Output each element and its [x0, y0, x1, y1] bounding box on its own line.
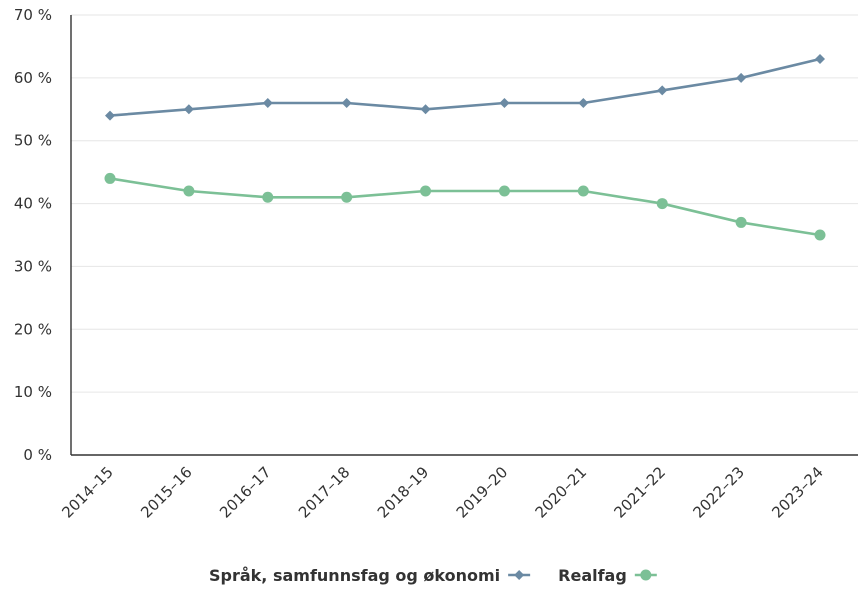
data-point [341, 191, 353, 203]
data-point [420, 185, 432, 197]
series-line [109, 57, 821, 117]
legend-label: Realfag [558, 566, 627, 585]
data-point [578, 98, 589, 108]
grid-layer [71, 14, 858, 393]
y-tick-label: 60 % [14, 69, 52, 87]
data-point [183, 185, 195, 197]
x-tick-label: 2020–21 [532, 463, 591, 522]
data-point [577, 185, 589, 197]
legend-item-2[interactable]: Realfag [558, 566, 657, 585]
legend-item-1[interactable]: Språk, samfunnsfag og økonomi [209, 566, 531, 585]
data-point [341, 98, 352, 108]
data-point [815, 54, 825, 64]
legend-symbol-marker [514, 570, 525, 580]
x-tick-label: 2015–16 [137, 463, 196, 522]
legend-symbol-marker [640, 569, 652, 581]
x-axis-ticks: 2014–15 2015–16 2016–17 2017–18 2018–19 2019–… [58, 463, 827, 522]
data-point [814, 229, 826, 241]
y-tick-label: 40 % [14, 195, 52, 213]
data-point [183, 104, 194, 115]
x-tick-label: 2016–17 [216, 463, 275, 522]
data-point [104, 172, 116, 184]
series-line [109, 177, 821, 237]
data-point [736, 72, 747, 83]
x-tick-label: 2017–18 [295, 463, 354, 522]
data-point [498, 185, 510, 197]
series-layer [104, 54, 826, 241]
data-point [499, 98, 510, 108]
legend-label: Språk, samfunnsfag og økonomi [209, 566, 500, 585]
x-tick-label: 2019–20 [453, 463, 512, 522]
data-point [262, 98, 273, 108]
x-tick-label: 2014–15 [58, 463, 117, 522]
series-1 [105, 54, 825, 121]
data-point [735, 216, 747, 228]
x-tick-label: 2022–23 [689, 463, 748, 522]
data-point [262, 191, 274, 203]
legend: Språk, samfunnsfag og økonomi Realfag [209, 566, 657, 585]
y-tick-label: 50 % [14, 132, 52, 150]
data-point [420, 104, 431, 115]
series-2 [104, 172, 826, 241]
x-tick-label: 2018–19 [374, 463, 433, 522]
y-tick-label: 10 % [14, 383, 52, 401]
x-tick-label: 2021–22 [611, 463, 670, 522]
data-point [657, 85, 668, 96]
y-tick-label: 70 % [14, 6, 52, 24]
y-tick-label: 30 % [14, 257, 52, 275]
x-tick-label: 2023–24 [768, 463, 827, 522]
y-axis-ticks: 0 % 10 % 20 % 30 % 40 % 50 % 60 % 70 % [14, 6, 52, 464]
data-point [656, 198, 668, 210]
data-point [105, 110, 115, 121]
y-tick-label: 0 % [23, 446, 52, 464]
y-tick-label: 20 % [14, 320, 52, 338]
